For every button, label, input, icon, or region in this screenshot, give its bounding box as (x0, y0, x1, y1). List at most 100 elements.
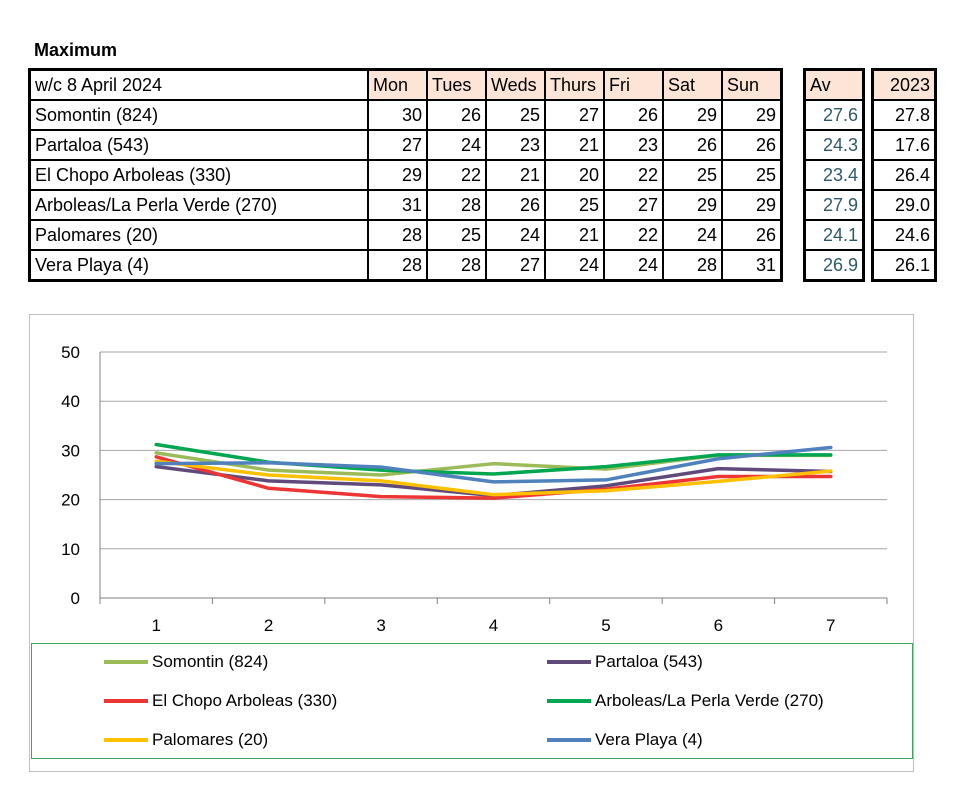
daily-max-cell: 28 (662, 249, 723, 282)
daily-max-cell: 22 (603, 159, 664, 191)
daily-max-cell: 24 (544, 249, 605, 282)
year-2023-cell: 27.8 (871, 99, 937, 131)
station-name: Vera Playa (4) (28, 249, 369, 282)
daily-max-cell: 29 (662, 99, 723, 131)
x-tick-label: 4 (489, 616, 498, 635)
legend-label: Somontin (824) (152, 652, 269, 671)
daily-max-cell: 22 (603, 219, 664, 251)
temperature-table: w/c 8 April 2024 Mon Tues Weds Thurs Fri Sat Su… (28, 68, 783, 282)
daily-max-cell: 29 (721, 189, 783, 221)
x-tick-label: 7 (826, 616, 835, 635)
year-2023-cell: 26.1 (871, 249, 937, 282)
y-tick-label: 0 (71, 589, 80, 608)
year-2023-cell: 17.6 (871, 129, 937, 161)
y-tick-label: 50 (61, 343, 80, 362)
average-cell: 27.6 (803, 99, 865, 131)
legend-swatch (104, 660, 148, 664)
table-row: 26.1 (871, 249, 937, 282)
station-name: El Chopo Arboleas (330) (28, 159, 369, 191)
week-label: w/c 8 April 2024 (28, 68, 369, 101)
table-row: Vera Playa (4) 28 28 27 24 24 28 31 (28, 249, 783, 282)
daily-max-cell: 30 (367, 99, 428, 131)
average-cell: 23.4 (803, 159, 865, 191)
x-tick-label: 6 (714, 616, 723, 635)
table-row: Palomares (20) 28 25 24 21 22 24 26 (28, 219, 783, 251)
daily-max-cell: 24 (485, 219, 546, 251)
chart-area (29, 314, 914, 772)
legend-label: El Chopo Arboleas (330) (152, 691, 338, 710)
legend-label: Palomares (20) (152, 730, 269, 749)
daily-max-cell: 24 (662, 219, 723, 251)
day-header: Thurs (544, 68, 605, 101)
year-2023-table: 2023 27.8 17.6 26.4 29.0 24.6 26.1 (871, 68, 937, 282)
legend-swatch (104, 699, 148, 703)
x-tick-label: 1 (151, 616, 160, 635)
chart-legend: Somontin (824) Partaloa (543) El Chopo Arb… (31, 643, 913, 759)
legend-label: Partaloa (543) (595, 652, 703, 671)
station-name: Somontin (824) (28, 99, 369, 131)
daily-max-cell: 27 (603, 189, 664, 221)
daily-max-cell: 27 (544, 99, 605, 131)
average-cell: 24.3 (803, 129, 865, 161)
x-tick-label: 5 (601, 616, 610, 635)
daily-max-cell: 26 (426, 99, 487, 131)
table-row: Somontin (824) 30 26 25 27 26 29 29 (28, 99, 783, 131)
table-row: 27.8 (871, 99, 937, 131)
day-header: Sun (721, 68, 783, 101)
daily-max-cell: 27 (485, 249, 546, 282)
legend-label: Arboleas/La Perla Verde (270) (595, 691, 824, 710)
table-row: 27.6 (803, 99, 865, 131)
average-cell: 26.9 (803, 249, 865, 282)
legend-item: Palomares (20) (104, 730, 268, 750)
daily-max-cell: 20 (544, 159, 605, 191)
average-cell: 27.9 (803, 189, 865, 221)
table-row: Partaloa (543) 27 24 23 21 23 26 26 (28, 129, 783, 161)
y-tick-label: 20 (61, 491, 80, 510)
x-tick-label: 3 (376, 616, 385, 635)
average-cell: 24.1 (803, 219, 865, 251)
day-header: Sat (662, 68, 723, 101)
table-row: 29.0 (871, 189, 937, 221)
daily-max-cell: 24 (426, 129, 487, 161)
table-row: El Chopo Arboleas (330) 29 22 21 20 22 25 25 (28, 159, 783, 191)
daily-max-cell: 26 (485, 189, 546, 221)
table-row: 24.3 (803, 129, 865, 161)
legend-swatch (547, 660, 591, 664)
daily-max-cell: 31 (721, 249, 783, 282)
daily-max-cell: 28 (426, 249, 487, 282)
daily-max-cell: 22 (426, 159, 487, 191)
station-name: Palomares (20) (28, 219, 369, 251)
table-row: 23.4 (803, 159, 865, 191)
table-row: Arboleas/La Perla Verde (270) 31 28 26 25 27 2… (28, 189, 783, 221)
daily-max-cell: 21 (544, 129, 605, 161)
table-header-row: Av (803, 68, 865, 101)
average-header: Av (803, 68, 865, 101)
series-line-6 (154, 445, 833, 484)
station-name: Arboleas/La Perla Verde (270) (28, 189, 369, 221)
table-row: 17.6 (871, 129, 937, 161)
legend-swatch (547, 699, 591, 703)
daily-max-cell: 27 (367, 129, 428, 161)
year-2023-cell: 26.4 (871, 159, 937, 191)
legend-item: Vera Playa (4) (547, 730, 703, 750)
average-table: Av 27.6 24.3 23.4 27.9 24.1 26.9 (803, 68, 865, 282)
daily-max-cell: 25 (485, 99, 546, 131)
station-name: Partaloa (543) (28, 129, 369, 161)
table-row: 24.1 (803, 219, 865, 251)
daily-max-cell: 28 (367, 249, 428, 282)
daily-max-cell: 29 (662, 189, 723, 221)
series-line-5 (154, 459, 833, 497)
series-line-3 (154, 455, 833, 500)
table-header-row: 2023 (871, 68, 937, 101)
daily-max-cell: 28 (426, 189, 487, 221)
daily-max-cell: 23 (603, 129, 664, 161)
x-tick-label: 2 (264, 616, 273, 635)
legend-item: El Chopo Arboleas (330) (104, 691, 337, 711)
daily-max-cell: 31 (367, 189, 428, 221)
daily-max-cell: 21 (485, 159, 546, 191)
year-header: 2023 (871, 68, 937, 101)
legend-item: Somontin (824) (104, 652, 268, 672)
daily-max-cell: 29 (367, 159, 428, 191)
legend-swatch (547, 738, 591, 742)
